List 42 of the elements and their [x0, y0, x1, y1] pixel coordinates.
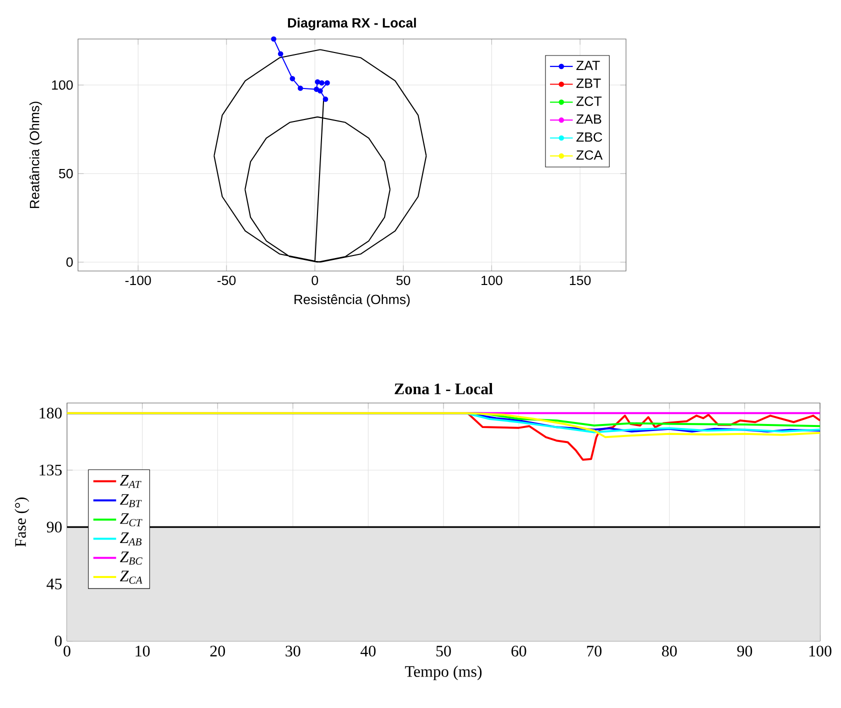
y-axis-title: Reatância (Ohms) [29, 102, 42, 208]
y-tick-label: 0 [66, 257, 73, 267]
legend-label: ZBT [576, 78, 601, 88]
legend-label: ZAT [576, 60, 600, 70]
y-tick-label: 50 [59, 168, 73, 178]
x-tick-label: 60 [511, 646, 526, 656]
legend-label: ZBC [576, 132, 602, 142]
x-tick-label: 0 [312, 276, 318, 286]
x-tick-label: 10 [136, 646, 150, 656]
x-tick-label: -50 [217, 276, 236, 286]
y-tick-label: 135 [40, 464, 62, 476]
y-tick-label: 100 [52, 80, 73, 90]
legend-label: ZAB [576, 114, 602, 124]
legend-label: Z$_{BC}$ [120, 552, 142, 565]
x-tick-label: -100 [125, 276, 151, 286]
x-tick-label: 80 [662, 646, 677, 656]
legend-label: Z$_{BT}$ [120, 494, 142, 508]
y-axis-title: Fase (°) [14, 498, 30, 547]
x-tick-label: 40 [360, 646, 376, 656]
legend-label: ZCT [576, 96, 602, 106]
x-axis-title: Tempo (ms) [405, 666, 482, 680]
legend-label: ZCA [576, 150, 603, 160]
legend-label: Z$_{CA}$ [120, 570, 142, 584]
y-tick-label: 45 [46, 578, 62, 590]
legend-label: Z$_{AB}$ [120, 532, 142, 546]
x-tick-label: 100 [482, 276, 502, 286]
x-tick-label: 100 [809, 646, 832, 656]
chart-title: Diagrama RX - Local [288, 18, 416, 30]
x-tick-label: 90 [737, 646, 752, 656]
legend-label: Z$_{CT}$ [120, 513, 142, 526]
x-tick-label: 50 [436, 646, 451, 656]
y-tick-label: 0 [54, 636, 62, 646]
x-axis-title: Resistência (Ohms) [294, 294, 410, 307]
x-tick-label: 50 [396, 276, 410, 286]
x-tick-label: 30 [286, 646, 300, 656]
x-tick-label: 150 [570, 276, 591, 286]
y-tick-label: 180 [40, 408, 62, 419]
legend-label: Z$_{AT}$ [120, 475, 142, 488]
x-tick-label: 20 [210, 646, 225, 656]
y-tick-label: 90 [46, 522, 62, 532]
x-tick-label: 70 [587, 646, 602, 656]
chart-title: Zona 1 - Local [394, 383, 493, 394]
